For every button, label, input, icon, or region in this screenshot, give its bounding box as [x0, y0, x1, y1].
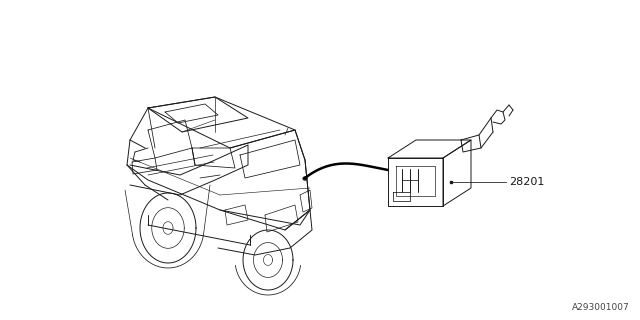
- Text: 28201: 28201: [509, 177, 545, 187]
- Text: A293001007: A293001007: [572, 303, 630, 312]
